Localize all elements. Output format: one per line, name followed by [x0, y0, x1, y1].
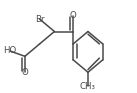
- Text: Br: Br: [35, 15, 44, 24]
- Text: O: O: [70, 11, 77, 20]
- Text: CH₃: CH₃: [80, 82, 96, 91]
- Text: O: O: [22, 68, 28, 77]
- Text: HO: HO: [3, 46, 16, 56]
